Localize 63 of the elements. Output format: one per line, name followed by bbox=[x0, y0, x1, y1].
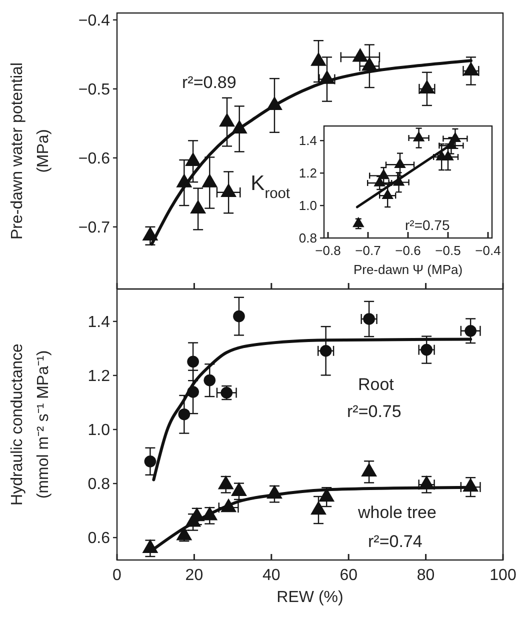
point bbox=[361, 462, 378, 477]
point bbox=[178, 408, 190, 420]
y-tick-label: −0.7 bbox=[78, 220, 110, 236]
point bbox=[412, 131, 425, 142]
point bbox=[220, 183, 237, 197]
y-tick-label: 0.6 bbox=[88, 530, 110, 548]
x-tick-label: 40 bbox=[262, 567, 280, 584]
x-tick-label: 60 bbox=[340, 567, 358, 584]
y-tick-label: 0.8 bbox=[298, 230, 317, 246]
point bbox=[352, 48, 368, 62]
x-tick-label: 80 bbox=[416, 567, 435, 584]
point bbox=[190, 200, 206, 214]
point bbox=[462, 62, 479, 76]
point bbox=[352, 216, 364, 228]
point bbox=[218, 475, 234, 490]
y-tick-label: 1.0 bbox=[88, 422, 110, 440]
x-tick-label: 100 bbox=[490, 567, 516, 584]
annotation: r²=0.75 bbox=[405, 217, 450, 233]
x-tick-label: −0.7 bbox=[355, 243, 381, 258]
x-tick-label: −0.6 bbox=[395, 243, 421, 258]
point bbox=[394, 158, 406, 168]
x-tick-label: 20 bbox=[185, 567, 204, 584]
x-axis-title: REW (%) bbox=[276, 589, 344, 606]
point bbox=[382, 188, 394, 200]
y-tick-label: 1.0 bbox=[298, 198, 317, 214]
point bbox=[187, 356, 199, 368]
y-tick-label: −0.4 bbox=[78, 12, 110, 30]
y-tick-label: −0.5 bbox=[78, 82, 110, 98]
annotation: r²=0.89 bbox=[182, 73, 236, 92]
annotation: r²=0.75 bbox=[347, 402, 402, 421]
point bbox=[185, 152, 202, 166]
x-tick-label: 0 bbox=[112, 567, 122, 584]
point bbox=[361, 56, 378, 71]
point bbox=[144, 455, 156, 468]
y-tick-label: 1.4 bbox=[298, 133, 317, 148]
y-tick-label: −0.6 bbox=[78, 150, 110, 168]
y-axis-title: Pre-dawn water potential (MPa) bbox=[9, 62, 52, 240]
point bbox=[320, 344, 332, 357]
point bbox=[219, 112, 235, 127]
point bbox=[420, 344, 432, 356]
x-axis-title: Pre-dawn Ψ (MPa) bbox=[353, 262, 463, 277]
point bbox=[449, 132, 462, 142]
y-axis-title: Hydraulic conductance (mmol m⁻² s⁻¹ MPa⁻¹) bbox=[9, 343, 52, 506]
point bbox=[363, 313, 375, 325]
y-tick-label: 1.2 bbox=[88, 368, 110, 386]
y-tick-label: 0.8 bbox=[88, 476, 110, 494]
x-tick-label: −0.8 bbox=[315, 243, 341, 258]
point bbox=[464, 324, 476, 337]
y-tick-label: 1.4 bbox=[88, 314, 110, 332]
point bbox=[310, 52, 326, 66]
annotation: Root bbox=[358, 375, 394, 394]
point bbox=[231, 482, 247, 496]
point bbox=[202, 174, 218, 188]
x-tick-label: −0.4 bbox=[475, 243, 501, 258]
point bbox=[204, 374, 216, 386]
x-tick-label: −0.5 bbox=[435, 243, 461, 258]
point bbox=[233, 310, 245, 322]
point bbox=[310, 500, 326, 515]
point bbox=[418, 80, 435, 94]
y-tick-label: 1.2 bbox=[298, 166, 317, 181]
annotation: whole tree bbox=[357, 503, 436, 522]
annotation: r²=0.74 bbox=[368, 532, 422, 551]
y-axis-title: K$_{root}$ bbox=[250, 172, 290, 202]
